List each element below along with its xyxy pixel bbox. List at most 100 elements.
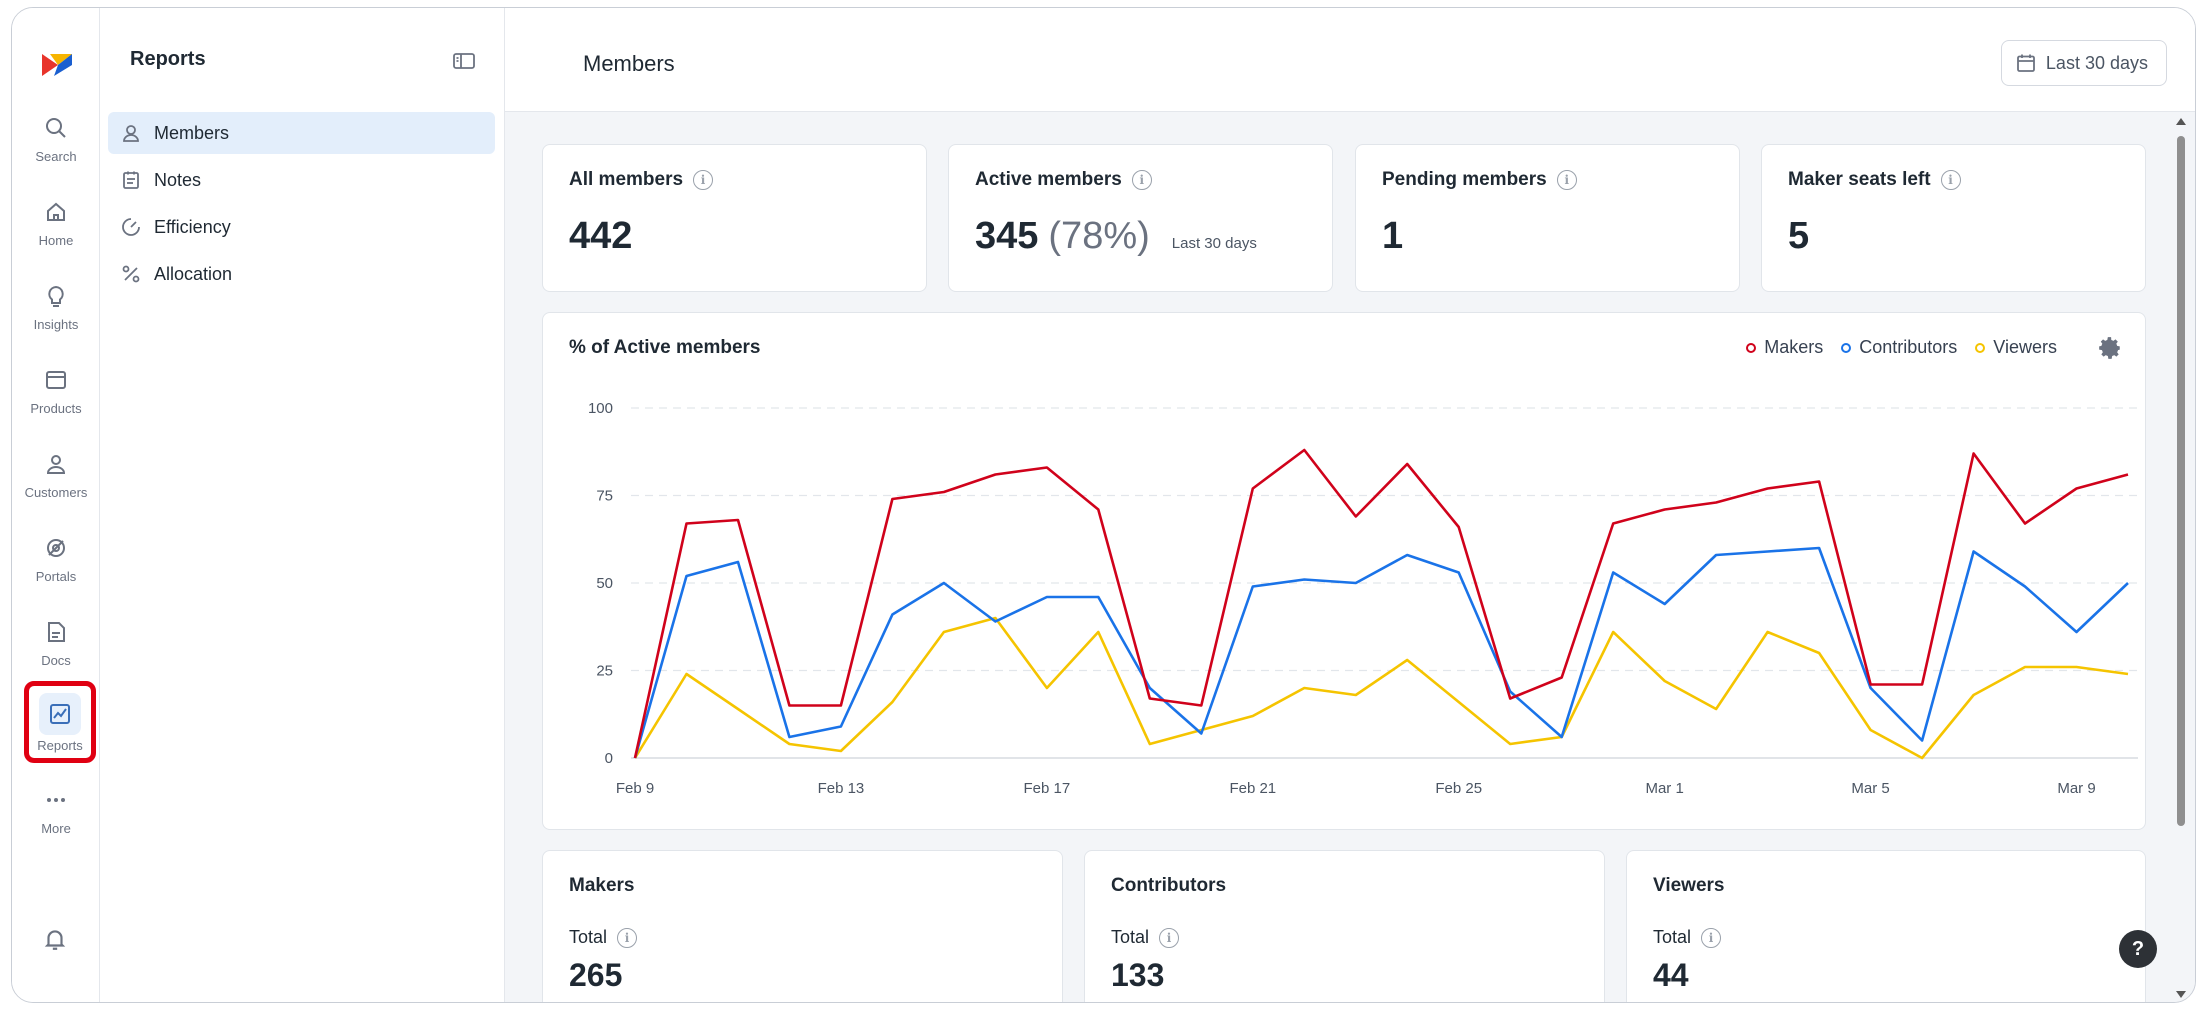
content-area: All members i 442 Active members i 345 (… [505,112,2165,1002]
main-area: Members Last 30 days All members i 442 A… [505,8,2195,1002]
rail-item-customers[interactable]: Customers [20,440,92,510]
chart-title: % of Active members [569,337,761,358]
gauge-icon [120,216,142,238]
legend-dot [1975,342,1986,353]
left-rail: Search Home Insights Products Customers [12,8,100,1002]
sidebar-nav: Members Notes Efficiency Allocation [108,112,495,300]
total-title: Makers [569,875,635,896]
stat-label-row: Active members i [975,169,1152,191]
info-icon[interactable]: i [1556,170,1577,190]
sidebar-item-allocation[interactable]: Allocation [108,253,495,295]
total-title: Viewers [1653,875,1725,896]
total-label-row: Total i [1111,927,1180,948]
total-label-row: Total i [1653,927,1722,948]
rail-label: Home [38,233,74,248]
stat-value: 345 [975,215,1039,257]
info-icon[interactable]: i [1940,170,1961,190]
stat-label: All members [569,169,684,190]
sidebar-item-notes[interactable]: Notes [108,159,495,201]
x-tick-label: Feb 25 [1435,780,1482,797]
total-label: Total [1653,927,1692,947]
notes-icon [120,169,142,191]
window-icon [42,366,70,394]
total-card-makers: Makers Total i 265 [542,850,1063,1002]
stat-label: Pending members [1382,169,1547,190]
percent-icon [120,263,142,285]
rail-item-more[interactable]: More [20,776,92,846]
rail-label: Reports [37,738,83,753]
x-tick-label: Mar 9 [2057,780,2095,797]
total-title: Contributors [1111,875,1227,896]
top-bar: Members Last 30 days [505,8,2195,112]
x-tick-label: Mar 1 [1645,780,1683,797]
stat-value: 1 [1382,215,1404,257]
info-icon[interactable]: i [617,927,638,948]
legend-item-contributors[interactable]: Contributors [1841,337,1957,358]
doc-icon [42,618,70,646]
legend-label: Viewers [1993,337,2057,357]
scroll-down-arrow-icon[interactable] [2176,991,2186,998]
y-tick-label: 100 [588,400,613,417]
rail-item-products[interactable]: Products [20,356,92,426]
scroll-thumb[interactable] [2177,136,2185,826]
stat-label: Active members [975,169,1122,190]
info-icon[interactable]: i [1701,927,1722,948]
sidebar-toggle-icon[interactable] [453,52,475,70]
home-icon [42,198,70,226]
legend-item-viewers[interactable]: Viewers [1975,337,2057,358]
calendar-icon [2017,54,2035,72]
rail-item-insights[interactable]: Insights [20,272,92,342]
total-label-row: Total i [569,927,638,948]
date-range-button[interactable]: Last 30 days [2000,40,2167,86]
search-icon [42,114,70,142]
rail-item-portals[interactable]: Portals [20,524,92,594]
total-value: 265 [569,957,623,993]
total-card-viewers: Viewers Total i 44 [1626,850,2146,1002]
sidebar-item-label: Allocation [154,263,233,284]
rail-item-reports[interactable]: Reports [24,681,96,763]
portal-icon [42,534,70,562]
bell-icon[interactable] [42,926,70,954]
sidebar-item-members[interactable]: Members [108,112,495,154]
customers-icon [42,450,70,478]
legend-label: Makers [1764,337,1824,357]
rail-label: Products [30,401,82,416]
stat-label-row: Maker seats left i [1788,169,1961,191]
app-window: Search Home Insights Products Customers [11,7,2196,1003]
rail-label: Customers [24,485,88,500]
gear-icon[interactable] [2097,335,2123,361]
stat-card-maker-seats: Maker seats left i 5 [1761,144,2146,292]
sidebar-item-label: Efficiency [154,216,231,237]
stat-note: Last 30 days [1171,235,1257,252]
info-icon[interactable]: i [693,170,714,190]
legend-item-makers[interactable]: Makers [1746,337,1823,358]
y-tick-label: 50 [596,575,613,592]
x-tick-label: Mar 5 [1851,780,1889,797]
total-value: 133 [1111,957,1165,993]
info-icon[interactable]: i [1159,927,1180,948]
y-tick-label: 25 [596,663,613,680]
reports-sidebar: Reports Members Notes Efficiency [100,8,505,1002]
info-icon[interactable]: i [1131,170,1152,190]
rail-label: Docs [41,653,71,668]
y-tick-label: 0 [605,750,613,767]
rail-item-docs[interactable]: Docs [20,608,92,678]
date-range-label: Last 30 days [2045,52,2148,73]
rail-item-home[interactable]: Home [20,188,92,258]
legend-label: Contributors [1859,337,1958,357]
stat-value-row: 1 [1382,215,1403,258]
stat-value-row: 442 [569,215,632,258]
rail-label: More [41,821,71,836]
scroll-up-arrow-icon[interactable] [2176,118,2186,125]
rail-item-search[interactable]: Search [20,104,92,174]
chart-icon [39,693,81,735]
help-button[interactable]: ? [2119,930,2157,968]
legend-dot [1746,342,1757,353]
main-scrollbar[interactable] [2175,118,2187,998]
sidebar-item-efficiency[interactable]: Efficiency [108,206,495,248]
rail-label: Search [35,149,77,164]
series-line-viewers [633,616,2129,760]
members-icon [120,122,142,144]
stat-value: 442 [569,215,633,257]
total-label: Total [569,927,608,947]
